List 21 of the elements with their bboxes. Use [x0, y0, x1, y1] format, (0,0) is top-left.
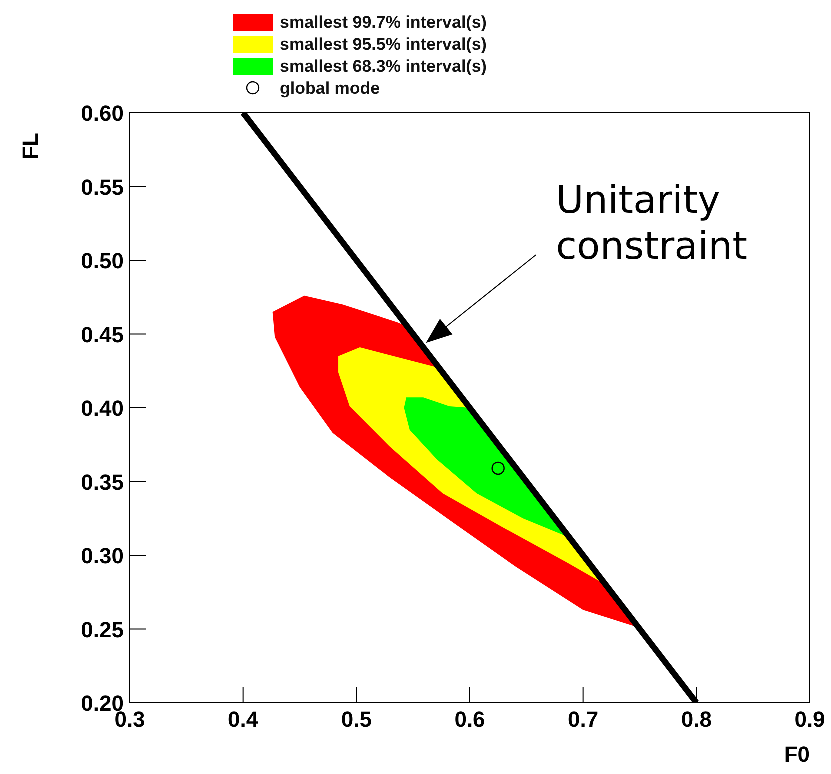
legend-label: smallest 68.3% interval(s) — [280, 57, 487, 76]
y-tick-label: 0.40 — [81, 396, 124, 421]
y-tick-label: 0.30 — [81, 544, 124, 568]
x-tick-label: 0.6 — [454, 707, 486, 732]
y-tick-label: 0.25 — [81, 617, 124, 642]
y-tick-label: 0.60 — [81, 101, 124, 126]
legend-label: smallest 99.7% interval(s) — [280, 13, 487, 32]
x-tick-label: 0.7 — [568, 707, 599, 732]
annotation: Unitarity constraint — [556, 178, 748, 268]
x-axis-title: F0 — [784, 742, 810, 767]
x-tick-label: 0.9 — [794, 707, 826, 732]
x-tick-label: 0.5 — [341, 707, 372, 732]
y-tick-label: 0.45 — [81, 322, 124, 348]
y-tick-label: 0.55 — [81, 174, 124, 200]
legend-label: smallest 95.5% interval(s) — [280, 35, 487, 54]
x-tick-label: 0.8 — [681, 707, 712, 732]
x-tick-label: 0.4 — [228, 707, 260, 732]
y-tick-label: 0.35 — [81, 470, 124, 495]
y-tick-label: 0.50 — [81, 248, 124, 274]
y-axis-title: FL — [18, 133, 43, 160]
legend-label: global mode — [280, 79, 380, 98]
